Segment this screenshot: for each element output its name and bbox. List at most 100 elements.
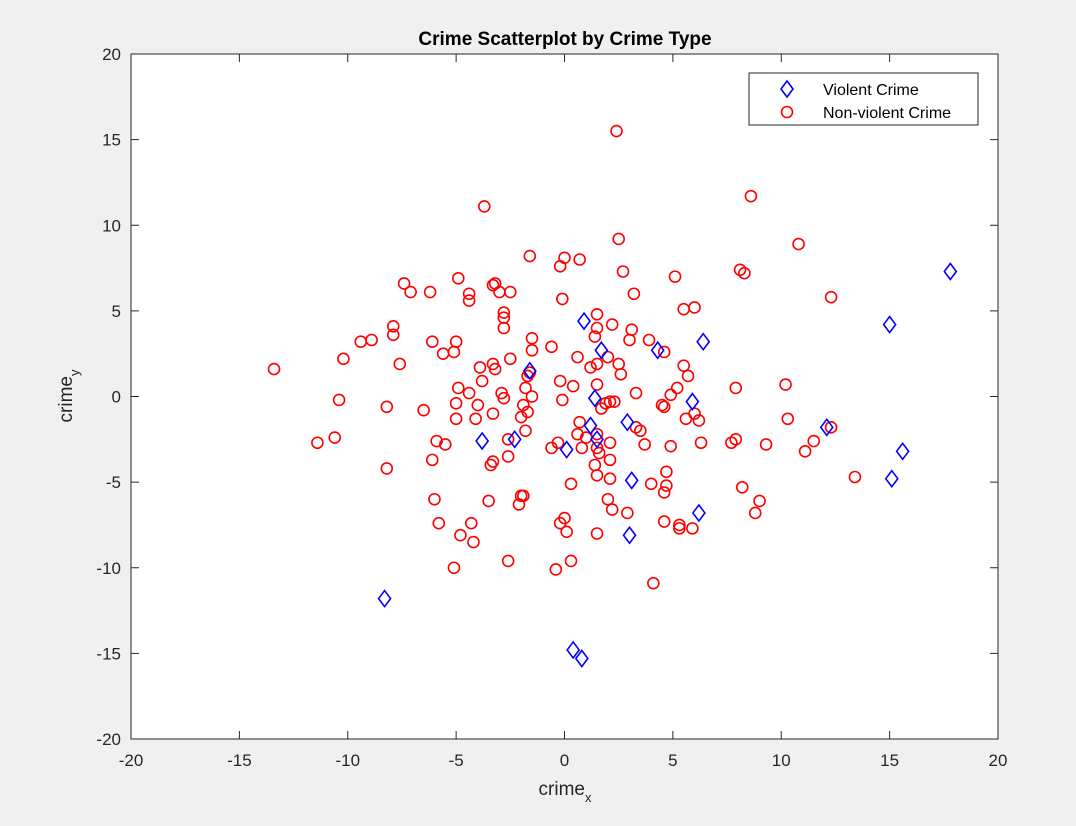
non-violent-crime-point [386,319,400,333]
non-violent-crime-point [430,434,443,448]
non-violent-crime-point [425,453,439,467]
non-violent-crime-point [475,374,489,388]
axis-ticks: -20 -15 -10 -5 0 5 10 15 20 -20 -15 -10 -5 0 5 10 15 20 [96,45,1007,770]
non-violent-crime-point [571,350,584,364]
x-tick-label: 5 [668,751,677,770]
non-violent-crime-point [525,343,539,357]
non-violent-crime-point [525,331,539,345]
non-violent-crime-point [781,412,795,426]
y-tick-label: 15 [102,131,121,150]
non-violent-crime-point [688,301,701,314]
x-tick-label: -10 [335,751,360,770]
non-violent-crime-point [549,563,563,576]
non-violent-crime-point [670,381,684,395]
non-violent-crime-point [590,427,604,441]
violent-crime-point [594,340,609,360]
non-violent-crime-point [553,374,567,388]
non-violent-crime-point [807,434,821,448]
non-violent-crime-point [397,277,411,290]
non-violent-crime-point [462,287,476,301]
non-violent-crime-point [595,402,608,415]
non-violent-crime-point [473,361,487,374]
violent-crime-point [559,440,574,459]
legend: Violent Crime Non-violent Crime [748,72,979,126]
non-violent-crime-point [451,272,465,285]
non-violent-crime-point [417,403,430,417]
non-violent-crime-point [454,528,467,542]
non-violent-crime-point [692,414,706,427]
violent-crime-point [895,441,910,461]
non-violent-crime-point [428,492,441,506]
non-violent-crime-point [573,253,586,266]
y-axis-label: crimey [56,369,82,422]
non-violent-crime-point [668,270,682,283]
chart-title: Crime Scatterplot by Crime Type [418,29,711,50]
non-violent-crime-point [564,554,578,568]
non-violent-crime-point [267,362,281,376]
non-violent-crime-point [519,424,532,438]
non-violent-crime-point [588,330,602,343]
non-violent-crime-point [657,345,671,359]
non-violent-crime-point [521,369,534,383]
non-violent-crime-point [425,335,439,349]
y-tick-label: 20 [102,45,121,64]
non-violent-crime-point [478,200,491,213]
non-violent-crime-point [590,307,604,321]
non-violent-crime-point [612,232,625,246]
non-violent-crime-point [501,433,515,446]
x-tick-label: 15 [880,751,899,770]
non-violent-crime-point [748,506,762,520]
non-violent-crime-point [488,362,502,376]
non-violent-crime-point [673,522,686,535]
non-violent-crime-point [664,439,678,453]
non-violent-crime-point [660,465,673,479]
non-violent-crime-point [605,503,619,516]
x-axis-label-subscript: x [585,790,592,805]
non-violent-crime-point [471,398,485,412]
non-violent-crime-point [566,379,580,393]
non-violent-crime-point [556,393,569,407]
violent-crime-point [475,431,490,451]
non-violent-crime-point [519,381,532,395]
violent-crime-point [622,525,637,545]
non-violent-crime-point [608,395,621,408]
non-violent-crime-point [449,397,463,410]
non-violent-crime-point [605,318,619,331]
x-tick-label: 0 [560,751,569,770]
series-violent-crime [377,262,958,668]
non-violent-crime-point [523,249,537,263]
non-violent-crime-point [642,333,656,347]
non-violent-crime-point [792,237,805,251]
non-violent-crime-point [655,398,669,412]
violent-crime-point [583,416,598,435]
y-axis-label-subscript: y [67,369,82,376]
non-violent-crime-point [798,444,812,458]
non-violent-crime-point [657,400,671,414]
non-violent-crime-point [447,561,461,575]
non-violent-crime-point [738,266,751,280]
non-violent-crime-point [590,527,604,540]
violent-crime-point [620,412,635,432]
non-violent-crime-point [517,398,530,412]
non-violent-crime-point [486,407,500,420]
non-violent-crime-point [610,124,623,138]
legend-marker-violent [780,79,794,99]
non-violent-crime-point [504,285,517,299]
non-violent-crime-point [673,518,686,532]
non-violent-crime-point [590,378,604,391]
non-violent-crime-point [432,516,446,530]
violent-crime-point [819,417,834,437]
violent-crime-point [882,315,897,334]
y-tick-label: -5 [106,473,121,492]
non-violent-crime-point [621,506,634,520]
non-violent-crime-point [735,480,749,494]
non-violent-crime-point [497,391,511,405]
non-violent-crime-point [404,285,417,299]
non-violent-crime-point [545,340,558,354]
non-violent-crime-point [438,438,452,451]
y-tick-label: -10 [96,559,121,578]
non-violent-crime-point [575,441,589,455]
non-violent-crime-point [629,386,643,400]
violent-crime-point [507,429,522,449]
non-violent-crime-point [501,450,515,463]
